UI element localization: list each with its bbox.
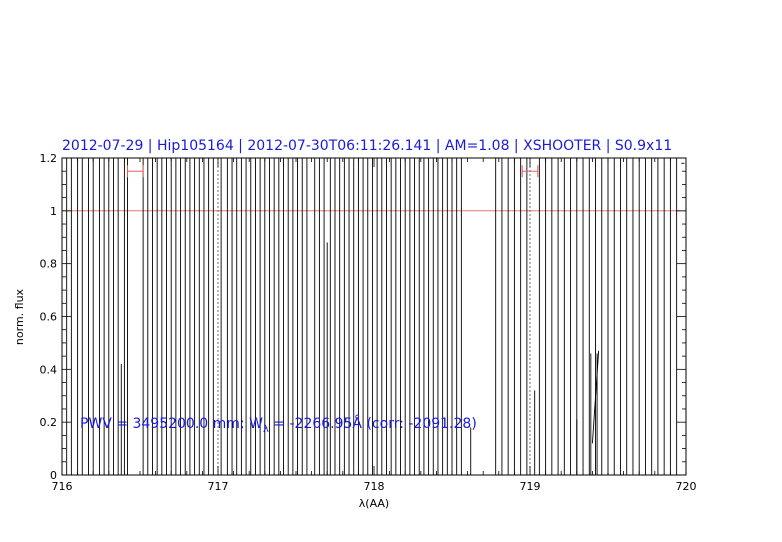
x-axis-label: λ(AA)	[359, 497, 389, 510]
y-axis: 0 0.2 0.4 0.6 0.8 1 1.2	[40, 152, 686, 482]
x-tick-label: 718	[364, 480, 385, 493]
x-tick-label: 717	[208, 480, 229, 493]
pwv-annotation-main: PWV = 3495200.0 mm; W	[80, 416, 263, 432]
y-tick-label: 1	[50, 205, 57, 218]
plot-area	[61, 157, 687, 476]
error-bar	[127, 165, 144, 178]
y-axis-label: norm. flux	[13, 288, 26, 345]
error-bar	[521, 165, 539, 178]
y-tick-label: 0	[50, 469, 57, 482]
y-tick-label: 0.4	[40, 363, 58, 376]
x-axis: 716 717 718 719 720	[52, 158, 697, 493]
pwv-annotation-eq: = -2266.95Å (corr: -2091.28)	[269, 415, 477, 432]
pwv-annotation-sub: λ	[263, 424, 269, 435]
chart-title: 2012-07-29 | Hip105164 | 2012-07-30T06:1…	[62, 138, 672, 154]
x-tick-label: 720	[676, 480, 697, 493]
pwv-annotation: PWV = 3495200.0 mm; Wλ = -2266.95Å (corr…	[80, 415, 477, 435]
x-tick-label: 716	[52, 480, 73, 493]
y-tick-label: 0.6	[40, 311, 58, 324]
y-tick-label: 1.2	[40, 152, 58, 165]
x-tick-label: 719	[520, 480, 541, 493]
y-tick-label: 0.2	[40, 416, 58, 429]
spectrum-segment	[591, 350, 600, 444]
y-tick-label: 0.8	[40, 258, 58, 271]
